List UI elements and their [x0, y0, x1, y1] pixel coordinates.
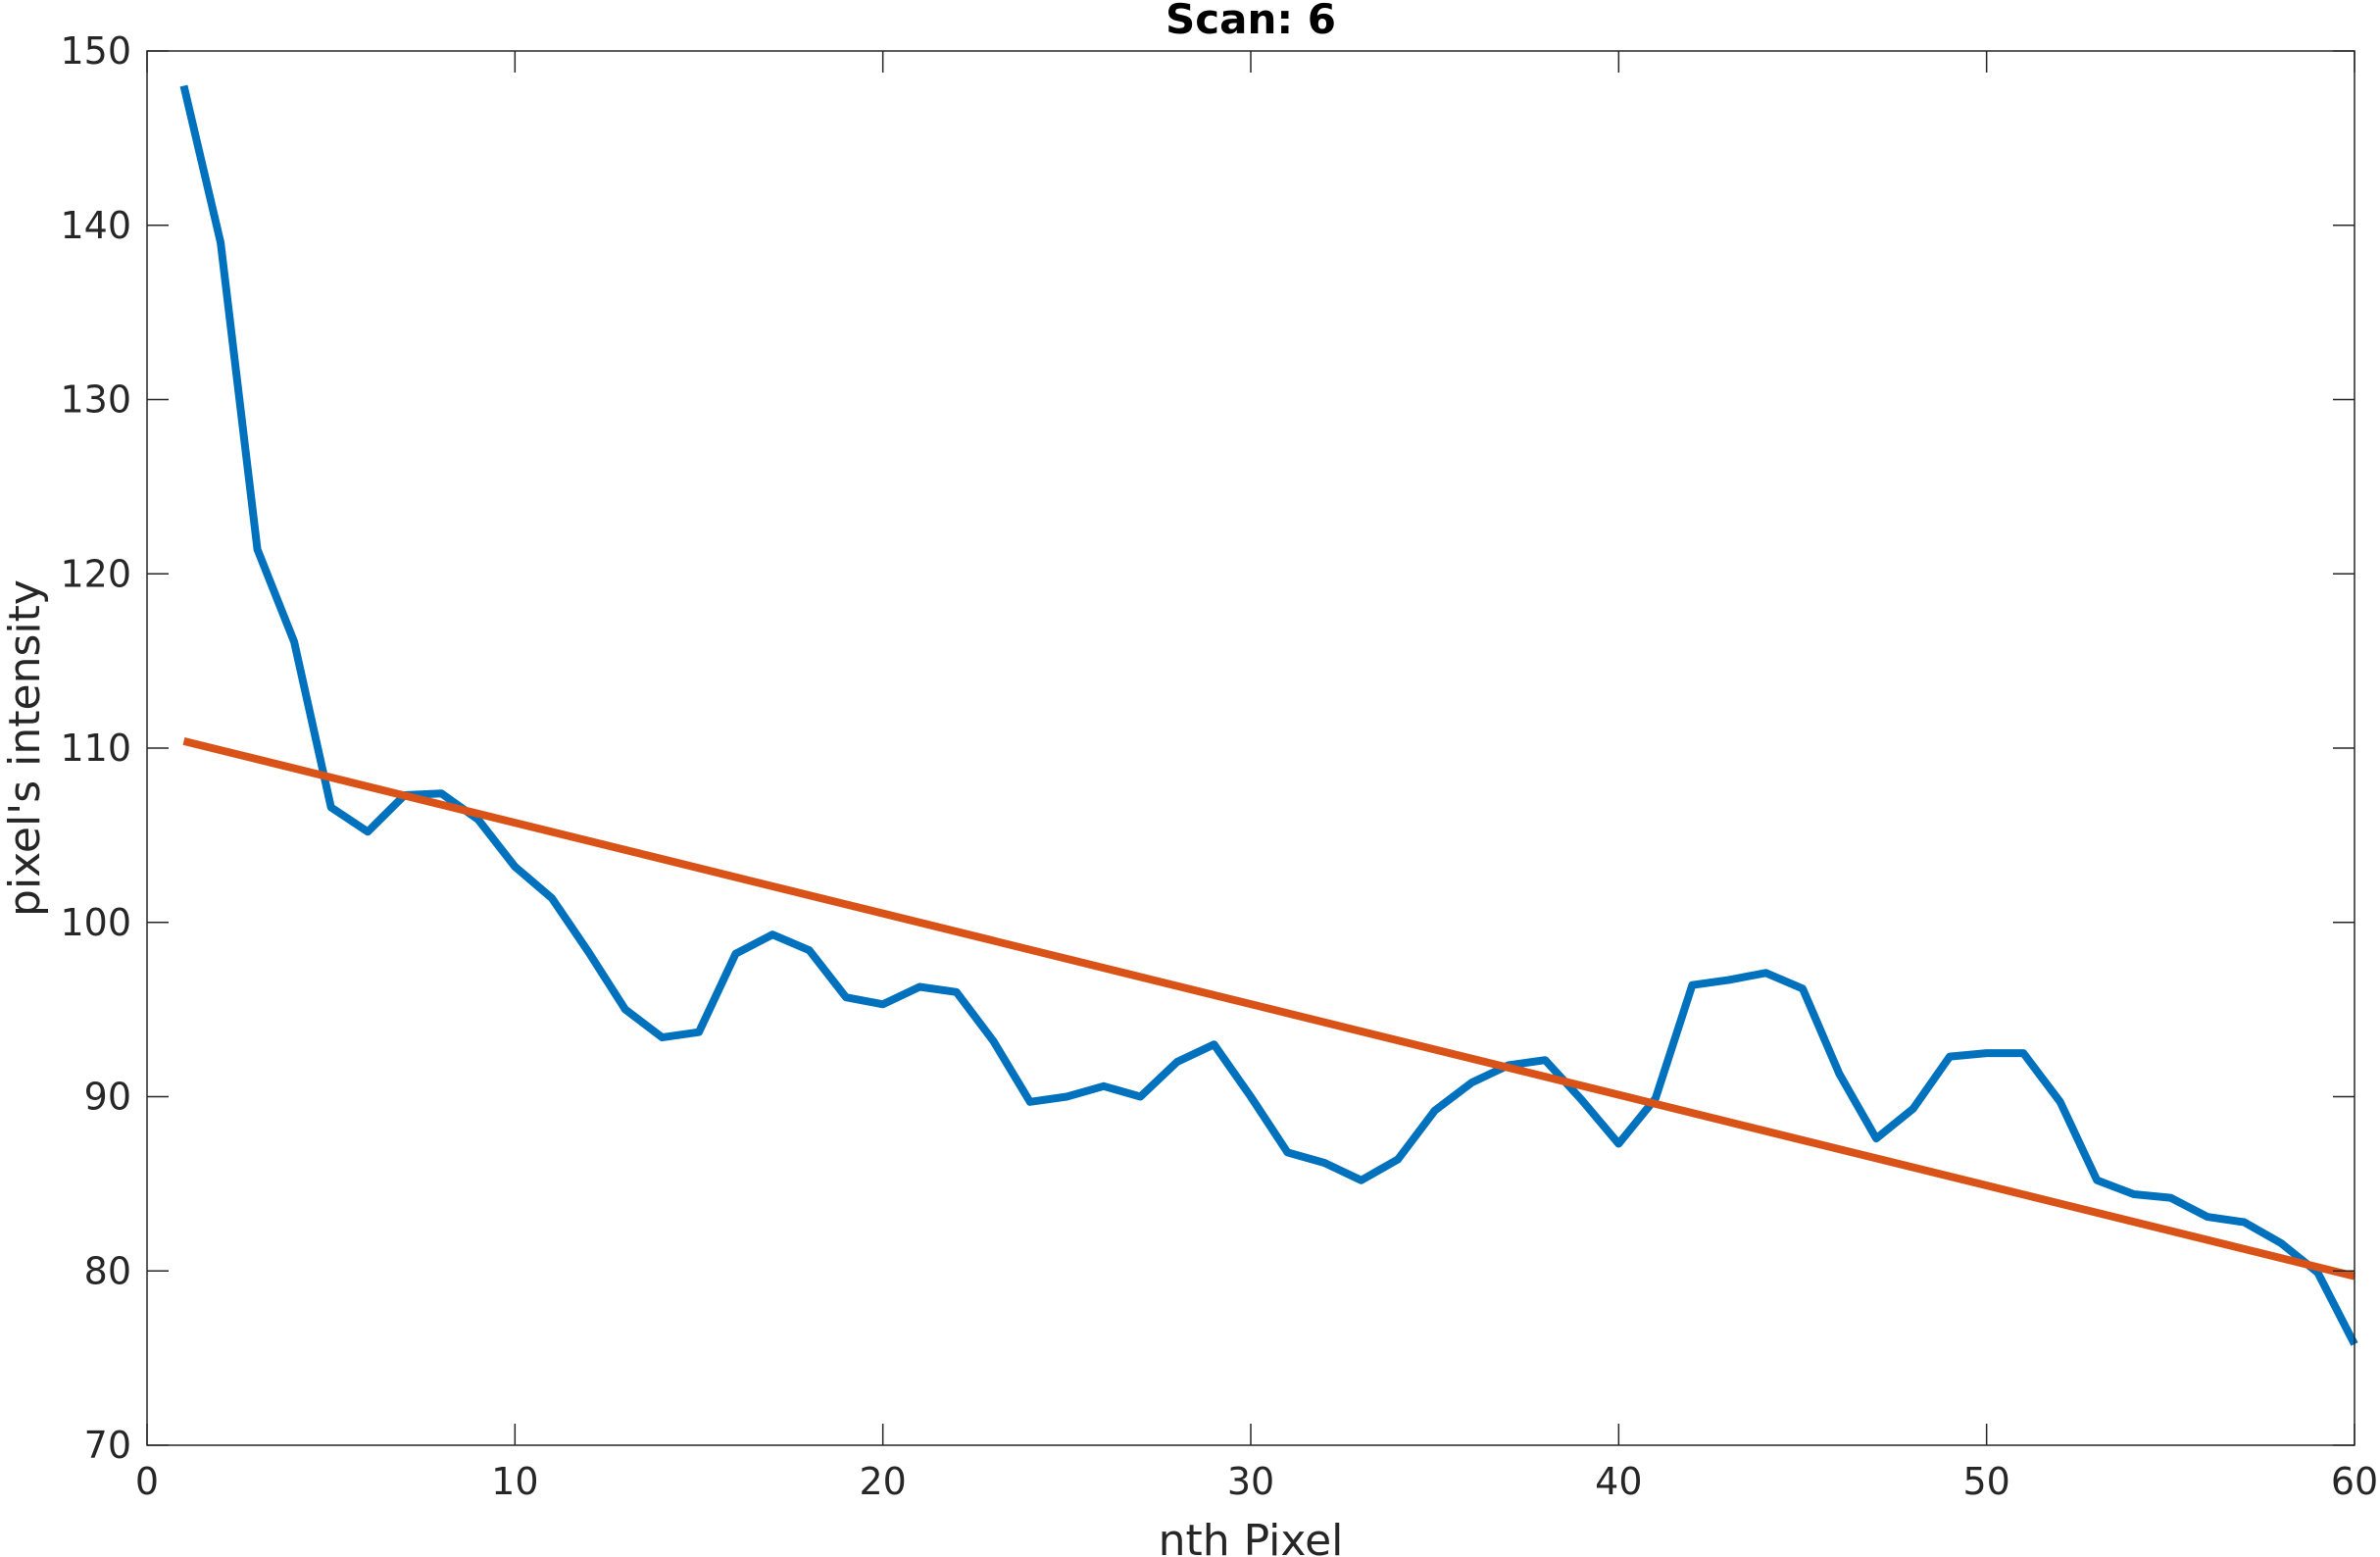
chart-title: Scan: 6 [1165, 0, 1336, 43]
y-tick-label: 90 [84, 1076, 131, 1119]
series-layer [179, 84, 2358, 1346]
x-tick-label: 30 [1227, 1460, 1274, 1503]
y-tick-label: 70 [84, 1424, 131, 1467]
x-axis-label: nth Pixel [1159, 1516, 1344, 1557]
y-tick-label: 100 [60, 901, 131, 944]
y-tick-label: 150 [60, 29, 131, 73]
y-tick-label: 80 [84, 1249, 131, 1292]
y-tick-label: 120 [60, 552, 131, 595]
x-tick-label: 40 [1595, 1460, 1642, 1503]
x-tick-label: 60 [2331, 1460, 2378, 1503]
tick-layer: 0 10 20 30 40 50 60 70 80 90 100 110 120 130 140 150 [60, 29, 2378, 1503]
x-tick-label: 0 [135, 1460, 159, 1503]
y-tick-label: 130 [60, 378, 131, 422]
y-tick-label: 140 [60, 204, 131, 247]
y-axis-label: pixel's intensity [0, 579, 50, 917]
series-line-fit [182, 737, 2355, 1281]
plot-area [147, 51, 2355, 1445]
y-tick-label: 110 [60, 727, 131, 770]
series-line-intensity [179, 84, 2358, 1346]
x-tick-label: 20 [859, 1460, 906, 1503]
x-tick-label: 50 [1962, 1460, 2009, 1503]
x-tick-label: 10 [491, 1460, 538, 1503]
